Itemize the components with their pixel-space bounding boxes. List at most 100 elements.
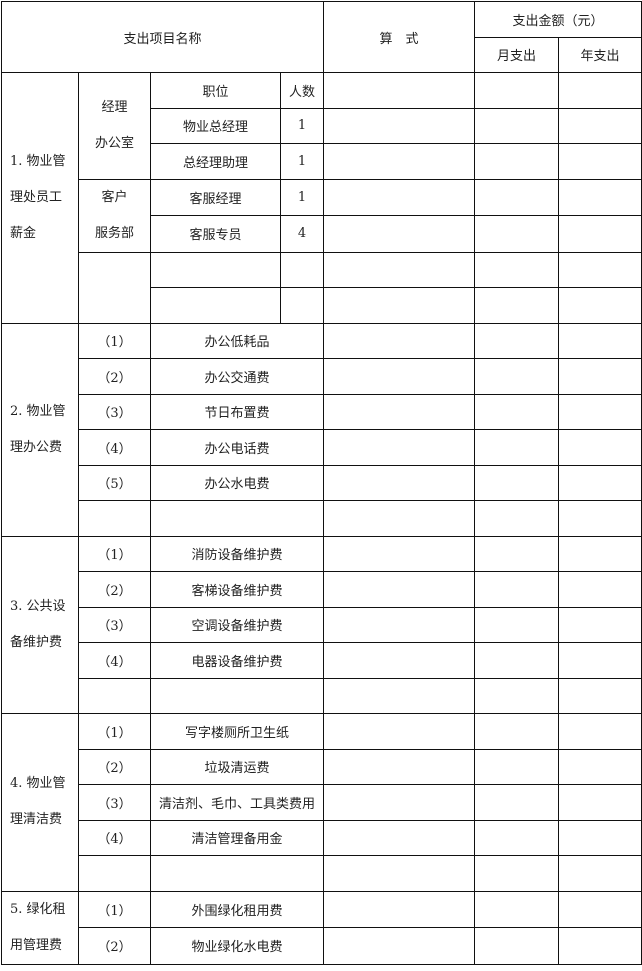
yearly-cell[interactable] — [558, 500, 642, 537]
count-cell[interactable] — [279, 287, 325, 324]
monthly-cell[interactable] — [474, 535, 560, 572]
table-row: 4. 物业管 理清洁费 （1） 写字楼厕所卫生纸 — [1, 713, 642, 892]
formula-cell[interactable] — [323, 784, 476, 821]
formula-cell[interactable] — [323, 358, 476, 395]
yearly-cell[interactable] — [558, 855, 642, 892]
formula-cell[interactable] — [323, 500, 476, 537]
position-cell: 客服专员 — [150, 215, 281, 253]
yearly-cell[interactable] — [558, 571, 642, 608]
monthly-cell[interactable] — [474, 819, 560, 856]
monthly-cell[interactable] — [474, 215, 560, 253]
formula-cell[interactable] — [323, 571, 476, 608]
department-name — [78, 251, 151, 324]
monthly-cell[interactable] — [474, 429, 560, 466]
formula-cell[interactable] — [323, 464, 476, 501]
item-name — [149, 500, 325, 537]
department-name: 客户 服务部 — [78, 178, 151, 253]
item-name: 办公电话费 — [149, 429, 325, 466]
formula-cell[interactable] — [323, 927, 476, 965]
formula-cell[interactable] — [323, 677, 476, 714]
position-cell[interactable] — [150, 251, 281, 288]
monthly-cell[interactable] — [474, 642, 560, 679]
monthly-cell[interactable] — [474, 358, 560, 395]
yearly-cell[interactable] — [558, 251, 642, 288]
formula-cell[interactable] — [323, 251, 476, 288]
table-row: 2. 物业管 理办公费 （1） 办公低耗品 — [1, 322, 642, 537]
monthly-cell[interactable] — [474, 178, 560, 216]
formula-cell[interactable] — [323, 322, 476, 359]
monthly-cell[interactable] — [474, 464, 560, 501]
yearly-cell[interactable] — [558, 784, 642, 821]
monthly-cell[interactable] — [474, 72, 560, 109]
item-index: （5） — [78, 464, 151, 501]
yearly-cell[interactable] — [558, 393, 642, 430]
yearly-cell[interactable] — [558, 819, 642, 856]
yearly-cell[interactable] — [558, 606, 642, 643]
monthly-cell[interactable] — [474, 571, 560, 608]
yearly-cell[interactable] — [558, 535, 642, 572]
monthly-cell[interactable] — [474, 927, 560, 965]
monthly-cell[interactable] — [474, 748, 560, 785]
yearly-cell[interactable] — [558, 677, 642, 714]
yearly-cell[interactable] — [558, 890, 642, 928]
monthly-cell[interactable] — [474, 855, 560, 892]
monthly-cell[interactable] — [474, 107, 560, 144]
yearly-header: 年支出 — [558, 36, 642, 73]
item-name: 空调设备维护费 — [149, 606, 325, 643]
formula-cell[interactable] — [323, 287, 476, 324]
table-row: （4） 办公电话费 — [2, 429, 642, 466]
yearly-cell[interactable] — [558, 215, 642, 253]
table-row — [2, 855, 642, 892]
monthly-cell[interactable] — [474, 393, 560, 430]
formula-cell[interactable] — [323, 642, 476, 679]
item-name — [149, 855, 325, 892]
formula-cell[interactable] — [323, 178, 476, 216]
monthly-cell[interactable] — [474, 251, 560, 288]
formula-cell[interactable] — [323, 393, 476, 430]
table-row: （5） 办公水电费 — [2, 464, 642, 501]
monthly-cell[interactable] — [474, 143, 560, 180]
count-cell[interactable] — [279, 251, 325, 288]
item-index — [78, 855, 151, 892]
yearly-cell[interactable] — [558, 322, 642, 359]
formula-cell[interactable] — [323, 429, 476, 466]
yearly-cell[interactable] — [558, 358, 642, 395]
formula-cell[interactable] — [323, 606, 476, 643]
yearly-cell[interactable] — [558, 464, 642, 501]
yearly-cell[interactable] — [558, 927, 642, 965]
formula-cell[interactable] — [323, 890, 476, 928]
monthly-cell[interactable] — [474, 322, 560, 359]
monthly-cell[interactable] — [474, 287, 560, 324]
formula-cell[interactable] — [323, 72, 476, 109]
yearly-cell[interactable] — [558, 287, 642, 324]
yearly-cell[interactable] — [558, 72, 642, 109]
monthly-cell[interactable] — [474, 713, 560, 750]
count-cell: 1 — [279, 143, 325, 180]
yearly-cell[interactable] — [558, 748, 642, 785]
formula-cell[interactable] — [323, 143, 476, 180]
item-index: （1） — [78, 713, 151, 750]
monthly-cell[interactable] — [474, 500, 560, 537]
formula-cell[interactable] — [323, 107, 476, 144]
yearly-cell[interactable] — [558, 178, 642, 216]
monthly-cell[interactable] — [474, 606, 560, 643]
formula-cell[interactable] — [323, 215, 476, 253]
yearly-cell[interactable] — [558, 429, 642, 466]
monthly-cell[interactable] — [474, 677, 560, 714]
formula-cell[interactable] — [323, 748, 476, 785]
position-cell[interactable] — [150, 287, 281, 324]
formula-cell[interactable] — [323, 713, 476, 750]
text-line: 服务部 — [94, 225, 134, 241]
monthly-cell[interactable] — [474, 784, 560, 821]
table-row: 1. 物业管 理处员工 薪金 经理 办公室 职位 人数 — [1, 72, 642, 324]
yearly-cell[interactable] — [558, 713, 642, 750]
formula-cell[interactable] — [323, 819, 476, 856]
yearly-cell[interactable] — [558, 143, 642, 180]
yearly-cell[interactable] — [558, 642, 642, 679]
formula-cell[interactable] — [323, 535, 476, 572]
position-cell: 物业总经理 — [150, 107, 281, 144]
table-row — [2, 677, 642, 714]
formula-cell[interactable] — [323, 855, 476, 892]
yearly-cell[interactable] — [558, 107, 642, 144]
monthly-cell[interactable] — [474, 890, 560, 928]
